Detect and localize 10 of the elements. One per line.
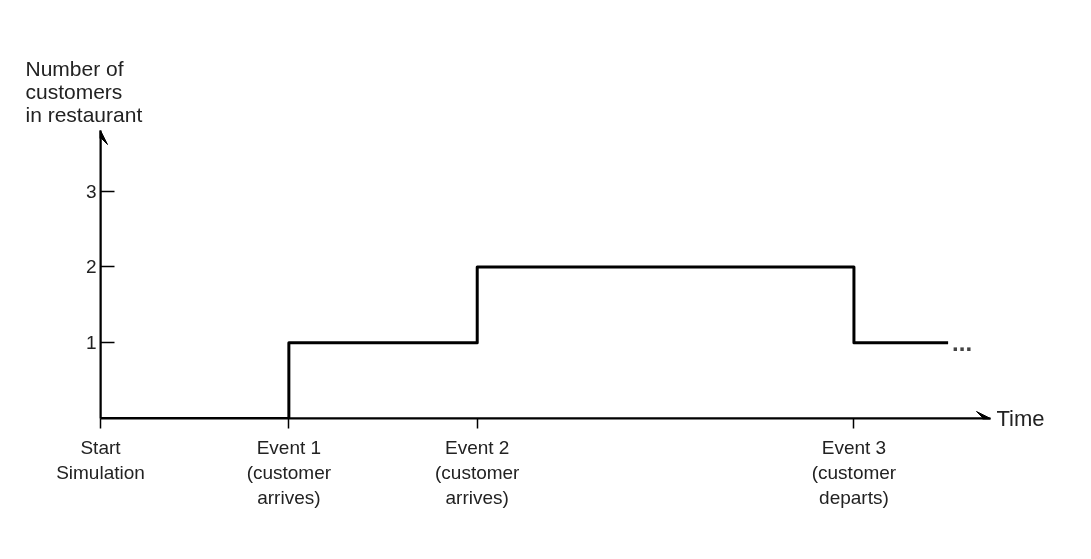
y-tick-label: 2 <box>85 256 97 278</box>
x-tick-label: Event 2 (customer arrives) <box>434 436 521 508</box>
y-axis-title: Number of customers in restaurant <box>25 56 143 126</box>
y-tick-label: 1 <box>85 332 97 354</box>
annotation: ... <box>952 329 973 357</box>
y-tick-label: 3 <box>85 180 97 202</box>
x-tick-label: Event 1 (customer arrives) <box>246 436 332 508</box>
x-axis-title: Time <box>996 406 1045 431</box>
x-tick-label: Start Simulation <box>56 436 145 483</box>
x-tick-label: Event 3 (customer departs) <box>811 436 897 508</box>
